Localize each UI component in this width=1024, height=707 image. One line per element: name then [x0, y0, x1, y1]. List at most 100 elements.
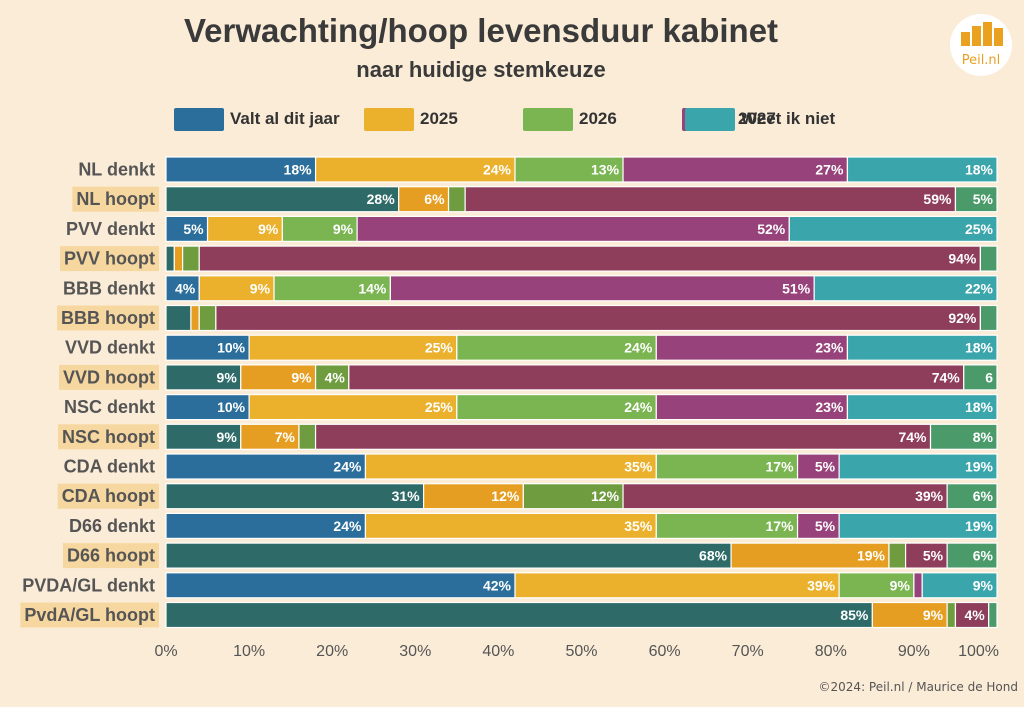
bar-segment [846, 394, 998, 421]
bar-segment [240, 364, 317, 391]
category-highlight [72, 186, 159, 212]
bar-segment [165, 542, 732, 569]
data-label: 9% [217, 429, 238, 445]
bar-segment [165, 275, 200, 302]
data-label: 52% [757, 221, 786, 237]
category-highlight [60, 246, 159, 272]
bar-segment [165, 304, 192, 332]
bar-segment [514, 572, 840, 599]
data-label: 5% [815, 459, 836, 475]
bar-segment [248, 334, 458, 361]
legend-swatch [523, 108, 573, 131]
category-highlight [59, 364, 159, 390]
bar-segment [979, 304, 998, 332]
bar-segment [165, 245, 175, 272]
bar-segment [248, 394, 458, 421]
data-label: 39% [807, 577, 836, 593]
bar-segment [165, 186, 400, 213]
category-label: PVDA/GL denkt [22, 575, 155, 595]
bar-segment [954, 601, 990, 629]
bar-segment [946, 542, 998, 569]
x-tick-label: 100% [958, 643, 999, 660]
legend-label: 2026 [579, 109, 617, 128]
data-label: 5% [815, 518, 836, 534]
data-label: 23% [815, 340, 844, 356]
data-label: 9% [973, 577, 994, 593]
data-label: 23% [815, 399, 844, 415]
bar-segment [456, 334, 657, 361]
data-label: 25% [425, 399, 454, 415]
category-label: CDA denkt [64, 457, 155, 477]
data-label: 6% [973, 548, 994, 564]
data-label: 6% [424, 191, 445, 207]
bar-segment [215, 304, 981, 332]
category-label: PVV hoopt [64, 249, 155, 269]
data-label: 4% [325, 369, 346, 385]
data-label: 8% [973, 429, 994, 445]
data-label: 22% [965, 280, 994, 296]
chart-subtitle: naar huidige stemkeuze [356, 57, 606, 82]
x-tick-label: 80% [815, 643, 847, 660]
data-label: 4% [175, 280, 196, 296]
category-highlight [57, 305, 159, 331]
legend-label: 2025 [420, 109, 458, 128]
legend-swatch [174, 108, 224, 131]
data-label: 18% [965, 162, 994, 178]
category-highlight [63, 543, 160, 569]
bar-segment [730, 542, 890, 569]
bar-segment [838, 572, 915, 599]
x-tick-label: 50% [565, 643, 597, 660]
data-label: 6 [985, 369, 993, 385]
bar-segment [165, 572, 516, 599]
bar-segment [273, 275, 391, 302]
data-label: 14% [358, 280, 387, 296]
legend-label: 2027 [738, 109, 776, 128]
data-label: 4% [964, 607, 985, 623]
bar-segment [165, 156, 317, 183]
data-label: 9% [333, 221, 354, 237]
data-label: 12% [591, 488, 620, 504]
bar-segment [165, 483, 425, 510]
category-label: VVD hoopt [63, 367, 155, 387]
bar-segment [190, 304, 200, 332]
bar-segment [182, 245, 200, 272]
bar-segment [846, 156, 998, 183]
category-label: D66 hoopt [67, 546, 155, 566]
bar-segment [281, 215, 358, 242]
credit-text: ©2024: Peil.nl / Maurice de Hond [818, 680, 1018, 694]
legend-swatch [364, 108, 414, 131]
category-label: NSC hoopt [62, 427, 155, 447]
bar-segment [464, 186, 957, 213]
bar-segment [929, 423, 998, 450]
data-label: 74% [898, 429, 927, 445]
bar-segment [198, 275, 275, 302]
data-label: 9% [258, 221, 279, 237]
data-label: 7% [275, 429, 296, 445]
bar-segment [913, 572, 923, 599]
data-label: 5% [183, 221, 204, 237]
bar-segment [314, 364, 350, 391]
bar-segment [655, 334, 849, 361]
bar-segment [655, 512, 799, 540]
bar-segment [356, 215, 790, 242]
category-label: PvdA/GL hoopt [24, 605, 155, 625]
x-tick-label: 90% [898, 643, 930, 660]
category-label: NSC denkt [64, 397, 155, 417]
bar-segment [198, 304, 217, 332]
bar-segment [888, 542, 907, 569]
data-label: 9% [291, 369, 312, 385]
bar-segment [423, 483, 524, 510]
data-label: 24% [624, 340, 653, 356]
bar-segment [165, 334, 250, 361]
data-label: 9% [923, 607, 944, 623]
x-tick-label: 30% [399, 643, 431, 660]
bar-segment [954, 186, 998, 213]
data-label: 10% [217, 340, 246, 356]
data-label: 19% [857, 548, 886, 564]
data-label: 24% [333, 518, 362, 534]
category-label: D66 denkt [69, 516, 155, 536]
bar-segment [622, 156, 849, 183]
x-tick-label: 20% [316, 643, 348, 660]
legend-swatch [685, 108, 735, 131]
data-label: 94% [948, 251, 977, 267]
